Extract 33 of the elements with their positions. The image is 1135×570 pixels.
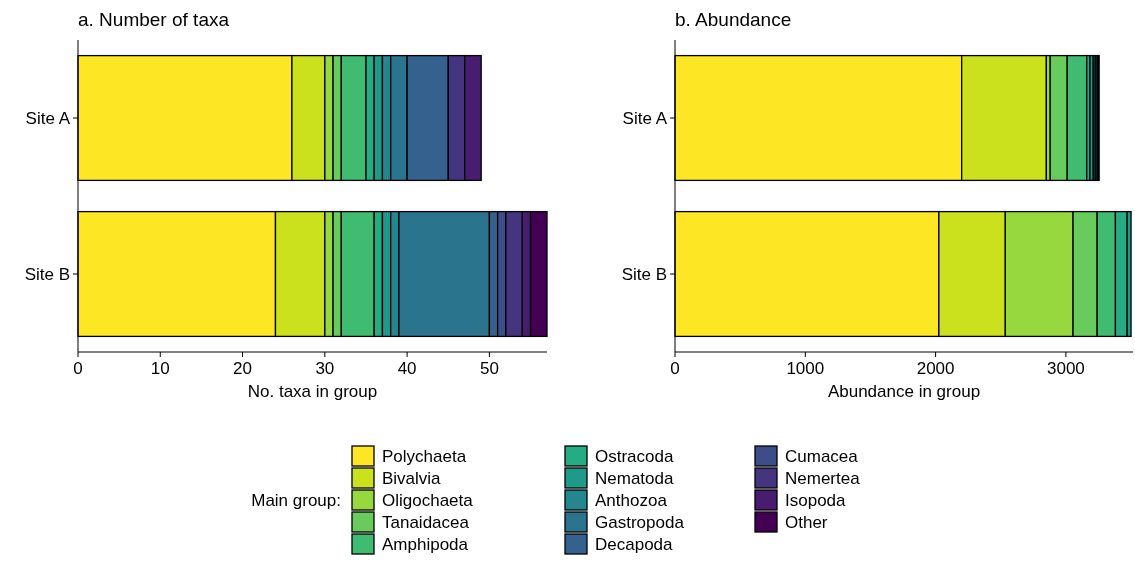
- x-axis-title: Abundance in group: [827, 382, 981, 401]
- x-tick-label: 0: [670, 359, 680, 378]
- legend-label: Amphipoda: [382, 534, 469, 554]
- x-tick-label: 3000: [1046, 359, 1085, 378]
- chart-title: a. Number of taxa: [78, 9, 230, 30]
- legend-label: Bivalvia: [382, 468, 442, 488]
- y-tick-label: Site A: [25, 108, 71, 128]
- y-tick-label: Site B: [621, 264, 667, 284]
- legend-title: Main group:: [251, 490, 341, 510]
- x-tick-label: 10: [150, 359, 170, 378]
- legend-label: Isopoda: [785, 490, 847, 510]
- x-tick-label: 20: [233, 359, 253, 378]
- legend-label: Nemertea: [785, 468, 861, 488]
- x-tick-label: 40: [397, 359, 417, 378]
- legend-label: Gastropoda: [595, 512, 685, 532]
- legend-label: Anthozoa: [595, 490, 668, 510]
- x-axis-title: No. taxa in group: [247, 382, 378, 401]
- legend-label: Other: [785, 512, 828, 532]
- legend-label: Ostracoda: [595, 446, 674, 466]
- x-tick-label: 30: [315, 359, 335, 378]
- chart-title: b. Abundance: [675, 9, 792, 30]
- x-tick-label: 0: [73, 359, 83, 378]
- y-tick-label: Site A: [622, 108, 668, 128]
- x-tick-label: 2000: [916, 359, 955, 378]
- legend-label: Polychaeta: [382, 446, 467, 466]
- legend-label: Decapoda: [595, 534, 674, 554]
- legend-label: Nematoda: [595, 468, 674, 488]
- legend-label: Oligochaeta: [382, 490, 474, 510]
- legend-label: Tanaidacea: [382, 512, 470, 532]
- x-tick-label: 50: [479, 359, 499, 378]
- y-tick-label: Site B: [24, 264, 70, 284]
- x-tick-label: 1000: [786, 359, 825, 378]
- legend-label: Cumacea: [785, 446, 859, 466]
